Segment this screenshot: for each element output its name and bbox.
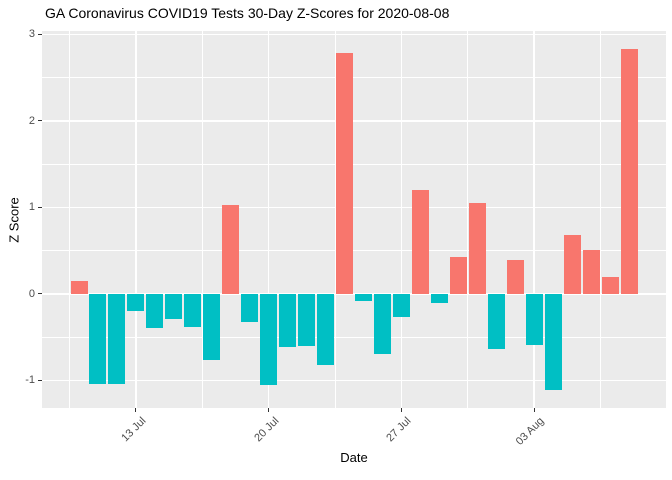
y-minor-gridline	[42, 163, 666, 165]
x-tick-label: 13 Jul	[119, 415, 149, 445]
bar	[146, 293, 164, 329]
y-major-gridline	[42, 33, 666, 36]
bar	[582, 249, 600, 294]
y-tick-label: 1	[28, 201, 35, 214]
x-tick-mark	[400, 408, 402, 412]
x-tick-label: 20 Jul	[251, 415, 282, 445]
bar	[601, 276, 619, 294]
bar	[298, 293, 316, 346]
y-tick-mark	[38, 33, 42, 35]
x-minor-gridline	[334, 31, 336, 408]
x-tick-label: 03 Aug	[513, 415, 547, 448]
x-tick-mark	[135, 408, 137, 412]
y-minor-gridline	[42, 77, 666, 79]
y-major-gridline	[42, 120, 666, 122]
x-tick-label: 27 Jul	[384, 415, 414, 445]
x-tick-mark	[268, 408, 270, 412]
bar	[279, 293, 297, 348]
bar	[506, 260, 524, 294]
x-major-gridline	[533, 31, 535, 408]
y-major-gridline	[42, 293, 666, 295]
bar	[108, 293, 126, 384]
y-tick-label: 3	[28, 28, 35, 41]
bar	[411, 190, 429, 294]
bar	[544, 293, 562, 390]
plot-panel	[42, 31, 666, 408]
bar	[449, 256, 467, 294]
x-minor-gridline	[201, 31, 203, 408]
bar	[336, 53, 354, 294]
bar	[127, 293, 145, 312]
x-major-gridline	[400, 31, 403, 408]
bar	[184, 293, 202, 327]
y-minor-gridline	[42, 250, 666, 252]
x-major-gridline	[267, 31, 270, 408]
y-tick-label: 0	[28, 287, 35, 300]
y-tick-mark	[38, 120, 42, 122]
x-major-gridline	[135, 31, 137, 408]
y-minor-gridline	[42, 336, 666, 338]
chart-title: GA Coronavirus COVID19 Tests 30-Day Z-Sc…	[45, 5, 450, 21]
bar	[354, 293, 372, 301]
x-tick-mark	[533, 408, 535, 412]
x-minor-gridline	[69, 31, 71, 408]
bar	[165, 293, 183, 319]
y-tick-mark	[38, 206, 42, 208]
bar	[525, 293, 543, 345]
y-tick-mark	[38, 293, 42, 295]
x-axis-title: Date	[340, 450, 368, 465]
bar	[487, 293, 505, 350]
y-major-gridline	[42, 206, 666, 209]
x-minor-gridline	[467, 31, 469, 408]
y-tick-mark	[38, 379, 42, 381]
bar	[392, 293, 410, 318]
bar	[620, 49, 638, 294]
bar	[203, 293, 221, 361]
bar	[563, 235, 581, 294]
bar	[373, 293, 391, 354]
bar	[468, 203, 486, 294]
y-major-gridline	[42, 379, 666, 382]
y-tick-label: 2	[28, 114, 35, 127]
bar	[222, 204, 240, 294]
bar	[241, 293, 259, 323]
x-minor-gridline	[600, 31, 602, 408]
bar	[317, 293, 335, 365]
bar	[89, 293, 107, 384]
bar	[260, 293, 278, 385]
y-tick-label: -1	[25, 374, 35, 387]
bar	[430, 293, 448, 304]
bar	[70, 280, 88, 294]
